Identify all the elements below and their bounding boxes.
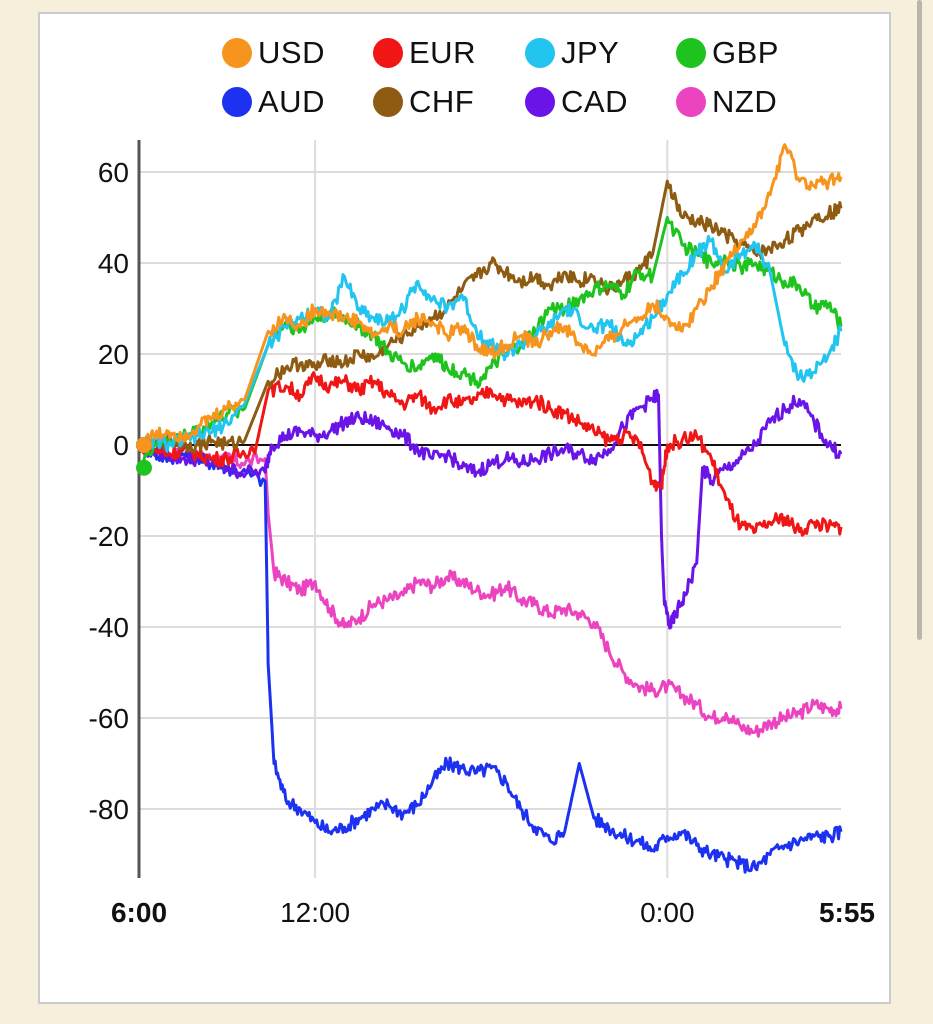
y-tick-label: 20 <box>98 339 129 370</box>
x-tick-label: 5:55 <box>819 897 875 928</box>
legend-label: USD <box>258 35 325 70</box>
legend-item-cad[interactable]: CAD <box>525 82 628 122</box>
legend-item-nzd[interactable]: NZD <box>676 82 777 122</box>
legend-item-eur[interactable]: EUR <box>373 33 476 73</box>
legend-swatch <box>222 87 252 117</box>
series-line-nzd <box>137 438 843 738</box>
legend-label: GBP <box>712 35 779 70</box>
y-tick-label: -20 <box>89 521 129 552</box>
legend-label: EUR <box>409 35 476 70</box>
y-tick-label: 0 <box>113 430 129 461</box>
legend-swatch <box>676 87 706 117</box>
legend-label: CHF <box>409 84 475 119</box>
legend-label: JPY <box>561 35 620 70</box>
series-line-aud <box>137 440 843 874</box>
legend-item-gbp[interactable]: GBP <box>676 33 779 73</box>
scrollbar-thumb[interactable] <box>917 0 922 640</box>
legend-label: NZD <box>712 84 778 119</box>
x-tick-label: 0:00 <box>640 897 695 928</box>
x-tick-label: 12:00 <box>280 897 350 928</box>
legend-swatch <box>676 38 706 68</box>
series-line-cad <box>137 388 843 630</box>
legend-item-usd[interactable]: USD <box>222 33 325 73</box>
legend-swatch <box>373 38 403 68</box>
legend-swatch <box>222 38 252 68</box>
y-tick-label: -60 <box>89 703 129 734</box>
chart-card <box>38 12 891 1004</box>
legend-label: CAD <box>561 84 628 119</box>
legend-item-aud[interactable]: AUD <box>222 82 325 122</box>
x-tick-label: 6:00 <box>111 897 167 928</box>
chart-legend: USD EUR JPY GBP AUD CHF CAD NZD <box>0 0 933 130</box>
series-start-dot-gbp <box>136 459 152 476</box>
series-line-usd <box>137 143 843 450</box>
y-tick-label: 40 <box>98 248 129 279</box>
legend-label: AUD <box>258 84 325 119</box>
legend-item-jpy[interactable]: JPY <box>525 33 619 73</box>
y-tick-label: 60 <box>98 157 129 188</box>
series-start-dot-usd <box>136 437 152 453</box>
legend-swatch <box>373 87 403 117</box>
series-line-chf <box>137 179 843 454</box>
y-tick-label: -40 <box>89 612 129 643</box>
y-tick-label: -80 <box>89 794 129 825</box>
legend-swatch <box>525 87 555 117</box>
legend-item-chf[interactable]: CHF <box>373 82 474 122</box>
series-line-eur <box>138 371 843 537</box>
legend-swatch <box>525 38 555 68</box>
